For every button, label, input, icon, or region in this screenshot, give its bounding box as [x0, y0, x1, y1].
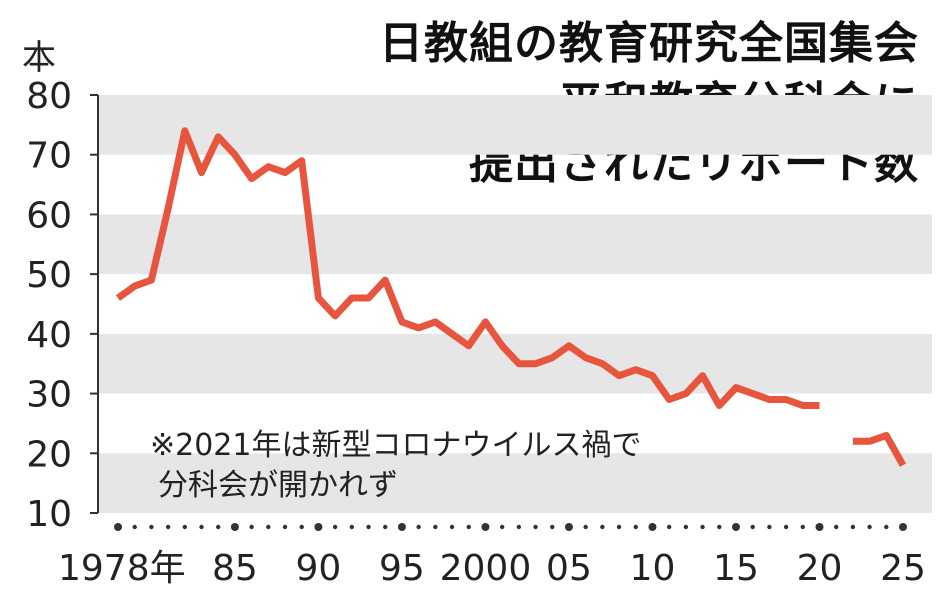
x-tick-label: 15: [713, 548, 759, 589]
x-tick-minor: [466, 524, 471, 530]
x-tick-minor: [533, 524, 538, 530]
x-tick-label: 90: [296, 548, 342, 589]
series-line: [115, 127, 820, 409]
y-tick-label: 80: [26, 76, 72, 117]
grid-band: [98, 95, 932, 155]
x-tick-minor: [833, 524, 839, 530]
y-tick-label: 70: [26, 136, 72, 177]
x-tick-major: [114, 523, 122, 531]
x-tick-minor: [783, 524, 789, 530]
x-tick-minor: [182, 524, 188, 530]
x-tick-label: 95: [379, 548, 425, 589]
x-tick-major: [481, 523, 490, 531]
y-tick-label: 10: [26, 494, 72, 535]
y-axis: 10 20 30 40 50 60 70 80: [26, 76, 99, 535]
x-tick-minor: [884, 524, 889, 530]
x-tick-minor: [249, 524, 254, 530]
x-tick-minor: [149, 524, 154, 530]
x-tick-minor: [416, 524, 421, 530]
y-tick-label: 30: [26, 375, 72, 416]
x-tick-minor: [282, 524, 288, 530]
x-tick-major: [564, 523, 573, 531]
x-tick-minor: [767, 524, 772, 530]
x-tick-minor: [165, 524, 171, 530]
x-tick-minor: [850, 524, 856, 530]
x-tick-label: 85: [212, 548, 258, 589]
x-tick-minor: [199, 524, 204, 530]
x-tick-major: [648, 523, 657, 531]
x-tick-minor: [633, 524, 638, 530]
x-tick-minor: [583, 524, 588, 530]
y-tick-label: 60: [26, 195, 72, 236]
x-tick-minor: [499, 524, 505, 530]
series-lines: [115, 127, 907, 467]
x-tick-minor: [700, 524, 705, 530]
x-tick-minor: [666, 524, 672, 530]
x-tick-label: 25: [880, 548, 926, 589]
x-tick-minor: [349, 524, 355, 530]
chart-note: ※2021年は新型コロナウイルス禍で 分科会が開かれず: [150, 426, 641, 506]
y-tick-label: 20: [26, 434, 72, 475]
x-tick-label: 10: [630, 548, 676, 589]
x-tick-major: [397, 523, 406, 531]
x-tick-label: 1978年: [58, 548, 186, 589]
y-tick-label: 40: [26, 315, 72, 356]
x-tick-minor: [383, 524, 388, 530]
x-tick-minor: [266, 524, 271, 530]
y-axis-unit: 本: [22, 38, 56, 78]
x-tick-major: [815, 523, 824, 531]
x-tick-minor: [332, 524, 338, 530]
x-tick-minor: [750, 524, 755, 530]
x-tick-minor: [366, 524, 371, 530]
chart-title-line-1: 日教組の教育研究全国集会: [379, 18, 919, 69]
x-tick-minor: [550, 524, 555, 530]
x-tick-minor: [600, 524, 605, 530]
x-tick-minor: [433, 524, 438, 530]
x-tick-minor: [717, 524, 722, 530]
x-tick-minor: [132, 524, 137, 530]
x-tick-minor: [299, 524, 304, 530]
x-tick-minor: [800, 524, 805, 530]
x-tick-major: [731, 523, 740, 531]
x-tick-minor: [616, 524, 622, 530]
grid-band: [98, 214, 932, 275]
y-tick-label: 50: [26, 255, 72, 296]
series-line: [852, 431, 907, 467]
x-tick-minor: [516, 524, 522, 530]
x-tick-label: 20: [797, 548, 843, 589]
chart-note-line-1: ※2021年は新型コロナウイルス禍で: [150, 428, 642, 463]
x-tick-major: [230, 523, 239, 531]
x-axis: 1978年 85 90 95 2000 05 10 15 20 25: [58, 523, 926, 589]
x-tick-label: 2000: [440, 548, 532, 589]
x-tick-minor: [683, 524, 689, 530]
x-tick-minor: [449, 524, 455, 530]
x-tick-major: [314, 523, 323, 531]
x-tick-minor: [216, 524, 221, 530]
chart-note-line-2: 分科会が開かれず: [158, 468, 398, 503]
x-tick-label: 05: [546, 548, 592, 589]
x-tick-minor: [867, 524, 872, 530]
grid-band: [98, 453, 932, 513]
x-tick-major: [899, 523, 907, 531]
